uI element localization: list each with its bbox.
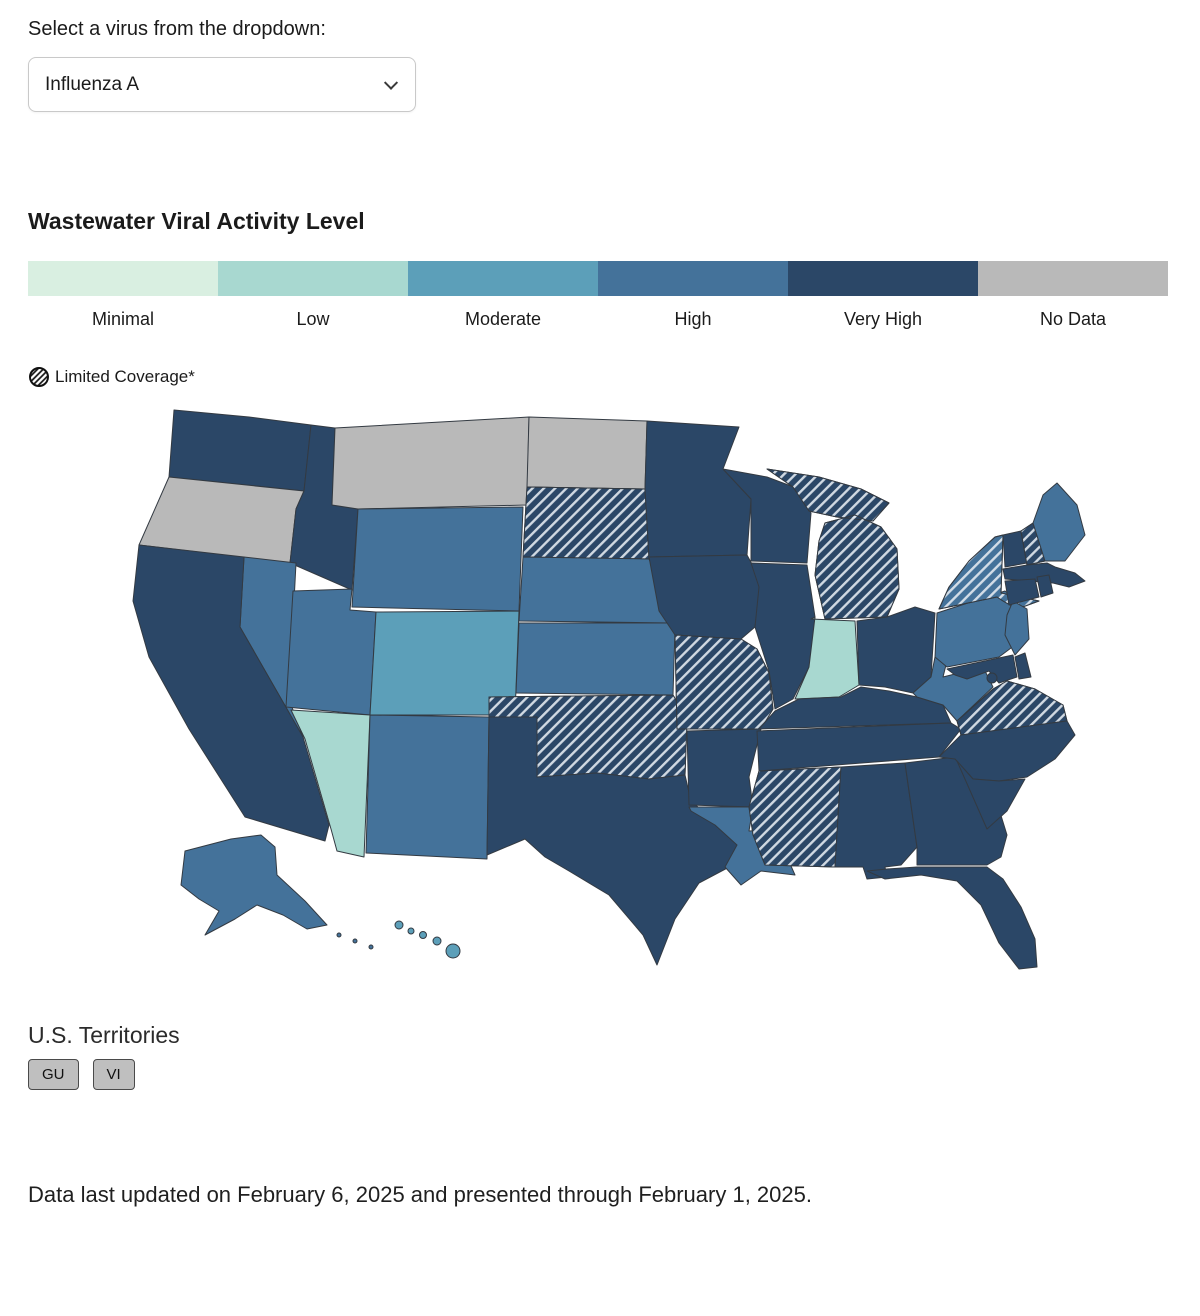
- state-RI[interactable]: [1036, 574, 1054, 598]
- virus-dropdown-label: Select a virus from the dropdown:: [28, 18, 326, 40]
- state-IL[interactable]: [750, 562, 816, 710]
- page: Select a virus from the dropdown: Influe…: [28, 18, 1172, 1207]
- page-title: Wastewater Viral Activity Level: [28, 208, 365, 234]
- state-TN[interactable]: [756, 722, 962, 772]
- state-MO[interactable]: [674, 634, 774, 730]
- limited-coverage-row: Limited Coverage*: [28, 366, 1172, 388]
- state-OH[interactable]: [856, 606, 936, 694]
- limited-coverage-label: Limited Coverage*: [55, 367, 195, 386]
- state-NE[interactable]: [518, 556, 672, 624]
- legend-swatch-high: [598, 261, 788, 296]
- state-FL[interactable]: [866, 866, 1038, 970]
- legend-label-moderate: Moderate: [464, 309, 542, 329]
- legend-swatch-moderate: [408, 261, 598, 296]
- state-AK[interactable]: [180, 834, 374, 950]
- state-MS[interactable]: [748, 766, 842, 868]
- legend-swatch-very_high: [788, 261, 978, 296]
- state-CA[interactable]: [132, 544, 330, 842]
- state-DC[interactable]: [986, 672, 998, 684]
- state-AR[interactable]: [686, 728, 762, 808]
- state-KY[interactable]: [758, 686, 952, 730]
- state-UT[interactable]: [285, 588, 377, 716]
- state-DE[interactable]: [1014, 652, 1032, 680]
- legend-label-minimal: Minimal: [91, 309, 154, 329]
- state-WY[interactable]: [351, 506, 524, 612]
- legend-bar: [28, 261, 1168, 296]
- state-IA[interactable]: [648, 554, 762, 640]
- state-MT[interactable]: [331, 416, 530, 510]
- territories-label: U.S. Territories: [28, 1022, 180, 1048]
- state-HI[interactable]: [394, 920, 461, 959]
- legend-swatch-no_data: [978, 261, 1168, 296]
- state-CT[interactable]: [1004, 578, 1040, 606]
- virus-select-wrap: Influenza A: [28, 57, 416, 112]
- legend-swatch-low: [218, 261, 408, 296]
- state-SD[interactable]: [522, 486, 650, 560]
- state-NM[interactable]: [365, 714, 490, 860]
- legend-label-no_data: No Data: [1039, 309, 1107, 329]
- state-AL[interactable]: [834, 762, 918, 880]
- legend-label-low: Low: [296, 309, 330, 329]
- territory-gu-button[interactable]: GU: [28, 1059, 79, 1090]
- data-updated-note: Data last updated on February 6, 2025 an…: [28, 1182, 812, 1207]
- state-ND[interactable]: [526, 416, 648, 490]
- state-NJ[interactable]: [1004, 600, 1030, 656]
- territories-buttons: GU VI: [28, 1059, 1172, 1090]
- state-ME[interactable]: [1032, 482, 1086, 562]
- us-map: [132, 409, 1086, 970]
- legend-labels: Minimal Low Moderate High Very High No Data: [28, 309, 1168, 330]
- state-KS[interactable]: [515, 622, 676, 696]
- state-SC[interactable]: [956, 760, 1026, 830]
- territory-vi-button[interactable]: VI: [92, 1059, 135, 1090]
- virus-select[interactable]: Influenza A: [28, 57, 416, 112]
- state-TX[interactable]: [486, 716, 740, 966]
- state-MN[interactable]: [644, 420, 752, 558]
- legend-label-high: High: [674, 309, 712, 329]
- hatched-circle-icon: [29, 367, 49, 387]
- legend-label-very_high: Very High: [843, 309, 923, 329]
- legend-swatch-minimal: [28, 261, 218, 296]
- map-container: [124, 402, 1089, 992]
